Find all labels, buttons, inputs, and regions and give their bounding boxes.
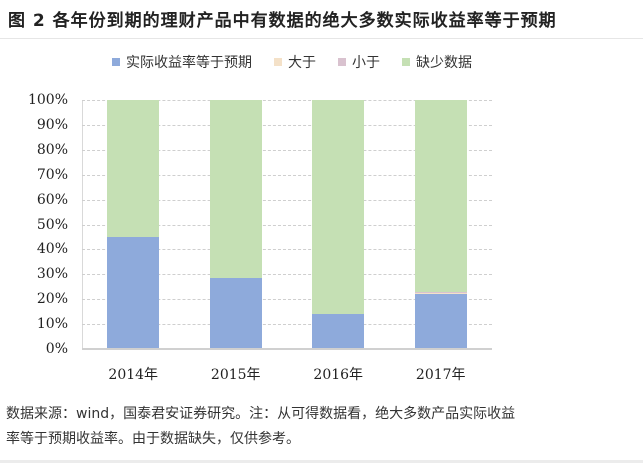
- legend-item-equal: 实际收益率等于预期: [112, 52, 252, 72]
- source-note-line-1: 数据来源：wind，国泰君安证券研究。注：从可得数据看，绝大多数产品实际收益: [6, 406, 516, 422]
- y-tick-label: 60%: [36, 191, 68, 208]
- y-tick-label: 40%: [36, 241, 68, 258]
- bar-2014年: [107, 100, 160, 349]
- y-tick-label: 20%: [36, 291, 68, 308]
- legend-swatch-missing: [402, 58, 410, 66]
- gridline: [82, 299, 492, 301]
- bar-2016年: [312, 100, 365, 349]
- x-tick-label: 2014年: [108, 367, 159, 383]
- gridline: [82, 174, 492, 176]
- y-tick-label: 70%: [36, 166, 68, 183]
- bar-segment: [107, 100, 160, 237]
- x-tick-label: 2015年: [210, 367, 261, 383]
- chart-title: 图 2 各年份到期的理财产品中有数据的绝大多数实际收益率等于预期: [8, 11, 557, 31]
- bar-segment: [414, 293, 467, 295]
- legend-label-less: 小于: [352, 55, 380, 71]
- gridline: [82, 100, 492, 101]
- bar-segment: [312, 314, 365, 349]
- legend-label-greater: 大于: [288, 55, 316, 71]
- x-tick-label: 2016年: [313, 367, 364, 383]
- legend-swatch-greater: [274, 58, 282, 66]
- bar-segment: [312, 100, 365, 315]
- bar-segment: [107, 236, 160, 349]
- bottom-divider: [0, 460, 643, 463]
- gridline: [82, 249, 492, 251]
- y-tick-label: 50%: [36, 216, 68, 233]
- legend-label-equal: 实际收益率等于预期: [126, 55, 252, 71]
- x-tick-label: 2017年: [415, 367, 466, 383]
- legend: 实际收益率等于预期 大于 小于 缺少数据: [112, 52, 494, 72]
- bar-segment: [209, 100, 262, 279]
- bar-segment: [414, 294, 467, 349]
- plot-area: [82, 100, 492, 350]
- title-divider: [0, 38, 643, 39]
- legend-swatch-less: [338, 58, 346, 66]
- bar-segment: [414, 100, 467, 293]
- y-tick-label: 10%: [36, 316, 68, 333]
- y-tick-label: 100%: [27, 92, 68, 108]
- bar-segment: [209, 278, 262, 349]
- y-tick-label: 80%: [36, 141, 68, 158]
- bar-segment: [414, 292, 467, 293]
- gridline: [82, 124, 492, 126]
- y-tick-label: 90%: [36, 116, 68, 133]
- legend-label-missing: 缺少数据: [416, 55, 472, 71]
- source-note: 数据来源：wind，国泰君安证券研究。注：从可得数据看，绝大多数产品实际收益 率…: [6, 402, 636, 452]
- legend-swatch-equal: [112, 58, 120, 66]
- bar-2017年: [414, 100, 467, 349]
- gridline: [82, 324, 492, 326]
- gridline: [82, 149, 492, 151]
- x-axis-line: [82, 348, 492, 350]
- y-tick-label: 30%: [36, 266, 68, 283]
- gridline: [82, 274, 492, 276]
- y-tick-label: 0%: [45, 341, 68, 357]
- source-note-line-2: 率等于预期收益率。由于数据缺失，仅供参考。: [6, 431, 300, 447]
- legend-item-less: 小于: [338, 52, 380, 72]
- gridline: [82, 199, 492, 201]
- gridline: [82, 224, 492, 226]
- bar-2015年: [209, 100, 262, 349]
- legend-item-greater: 大于: [274, 52, 316, 72]
- legend-item-missing: 缺少数据: [402, 52, 472, 72]
